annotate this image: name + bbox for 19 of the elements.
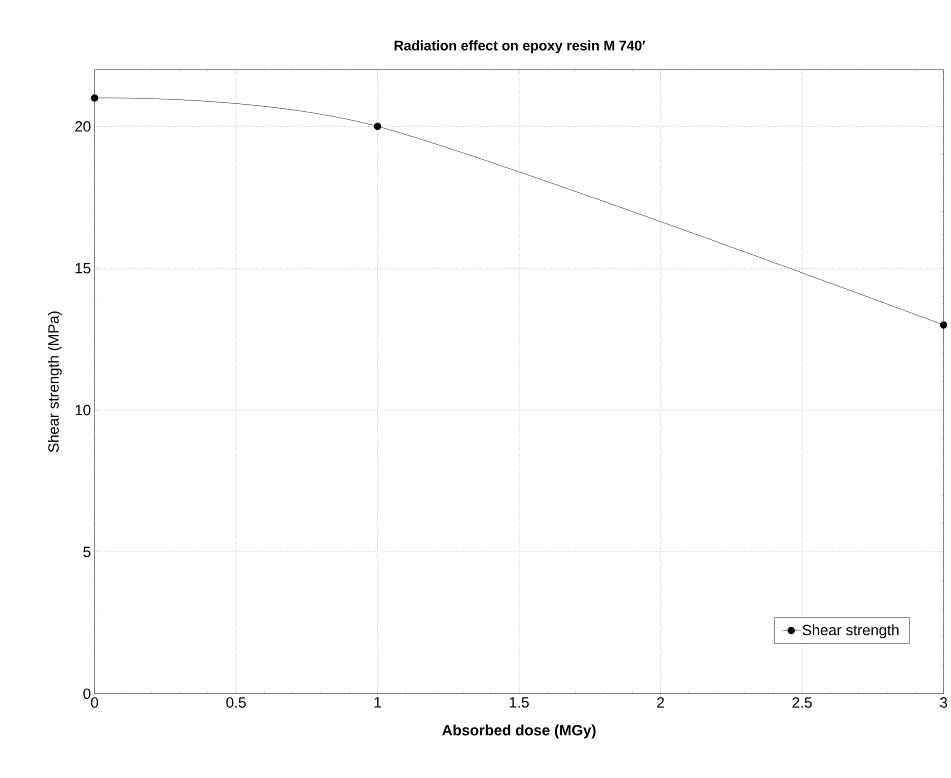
x-tick-label: 1 [374,697,381,708]
y-tick-label: 10 [76,404,90,416]
point [940,321,948,328]
point [374,122,382,130]
x-tick-label: 1.5 [510,697,529,708]
y-axis-title: Shear strength (MPa) [48,311,62,452]
x-tick-label: 0.5 [226,697,246,708]
y-tick-label: 15 [76,262,90,274]
chart-title: Radiation effect on epoxy resin M 740′ [394,40,646,54]
x-tick-label: 3 [940,697,948,708]
point [90,94,98,102]
legend-label: Shear strength [802,624,898,638]
x-axis-title: Absorbed dose (MGy) [442,724,596,738]
y-tick-label: 0 [83,688,90,699]
y-tick-label: 20 [75,120,90,132]
x-tick-label: 0 [90,697,98,708]
x-tick-label: 2 [657,697,664,708]
y-tick-label: 5 [83,546,90,557]
x-tick-label: 2.5 [792,697,812,708]
